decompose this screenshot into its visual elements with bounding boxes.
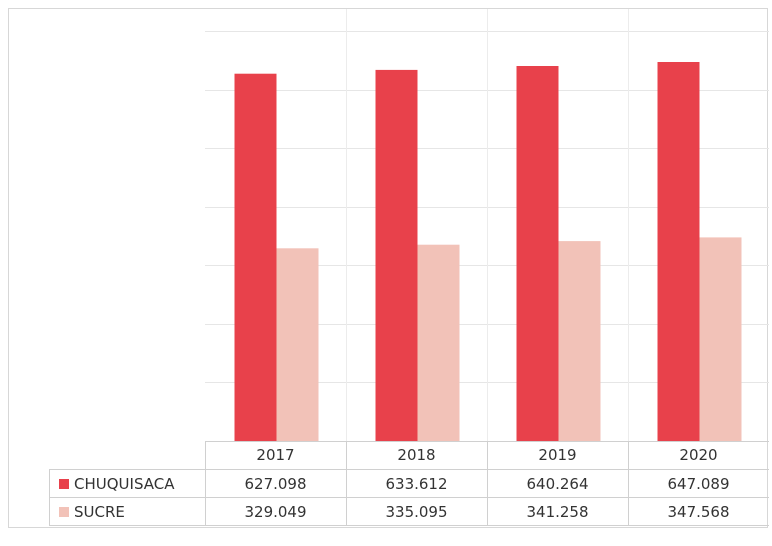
data-label: 335.095: [385, 503, 447, 521]
bar-chuquisaca-2020: [657, 62, 700, 441]
data-label: 647.089: [667, 475, 729, 493]
chart-frame: 2017 2018 2019 2020 CHUQUISACA 627.098 633.612…: [8, 8, 769, 528]
legend-swatch-sucre: [59, 507, 69, 517]
bars-layer: [234, 62, 742, 442]
data-label: 329.049: [244, 503, 306, 521]
legend-swatch-chuquisaca: [59, 479, 69, 489]
data-label: 640.264: [526, 475, 588, 493]
data-label: 633.612: [385, 475, 447, 493]
data-label: 347.568: [667, 503, 729, 521]
data-label: 627.098: [244, 475, 306, 493]
series-label: CHUQUISACA: [74, 475, 175, 493]
x-tick-label: 2018: [397, 446, 435, 464]
bar-chuquisaca-2018: [375, 69, 418, 442]
bar-chuquisaca-2019: [516, 66, 559, 441]
bar-sucre-2019: [558, 241, 601, 441]
bar-chart: 2017 2018 2019 2020 CHUQUISACA 627.098 633.612…: [49, 9, 769, 526]
bar-sucre-2018: [417, 244, 460, 441]
data-label: 341.258: [526, 503, 588, 521]
bar-chuquisaca-2017: [234, 73, 277, 441]
data-table: 2017 2018 2019 2020 CHUQUISACA 627.098 633.612…: [49, 441, 769, 526]
bar-sucre-2020: [699, 237, 742, 441]
x-tick-label: 2020: [679, 446, 717, 464]
x-tick-label: 2017: [256, 446, 294, 464]
x-tick-label: 2019: [538, 446, 576, 464]
bar-sucre-2017: [276, 248, 319, 441]
series-label: SUCRE: [74, 503, 125, 521]
